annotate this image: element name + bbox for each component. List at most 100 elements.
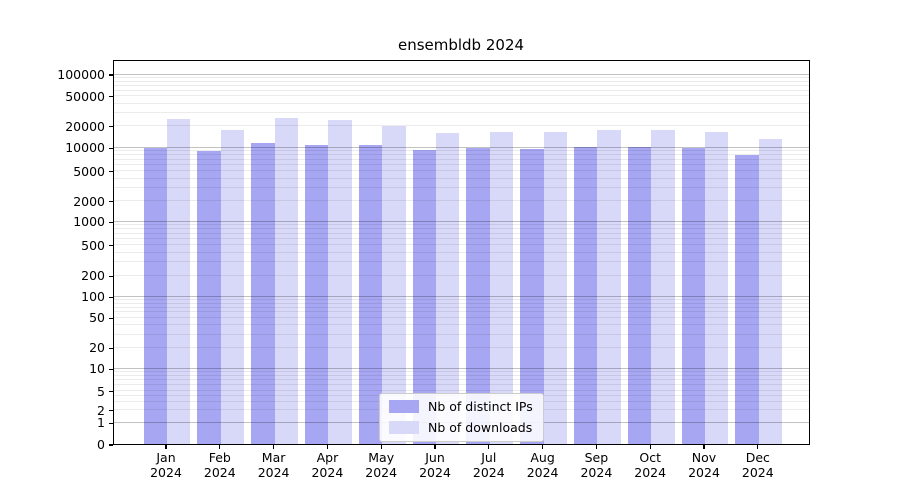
x-tick-label-apr: Apr 2024 — [311, 450, 344, 480]
x-tick-year: 2024 — [472, 465, 505, 480]
gridline — [114, 311, 809, 313]
y-tick-label: 20 — [89, 340, 105, 356]
gridline — [114, 146, 809, 148]
bar-distinct-ips-may — [358, 145, 383, 444]
x-tick-label-dec: Dec 2024 — [741, 450, 774, 480]
x-tick — [542, 445, 544, 449]
bar-distinct-ips-aug — [520, 149, 544, 444]
bars-layer — [114, 61, 809, 444]
bar-distinct-ips-oct — [627, 146, 652, 444]
bar-downloads-sep — [597, 130, 621, 444]
y-tick-label: 2 — [97, 402, 105, 418]
legend-label-distinct-ips: Nb of distinct IPs — [428, 399, 533, 414]
x-tick — [703, 445, 705, 449]
y-tick — [109, 74, 113, 76]
bar-downloads-jul — [489, 131, 514, 444]
y-tick — [109, 410, 113, 412]
x-tick-year: 2024 — [365, 465, 398, 480]
legend-swatch-downloads — [389, 421, 419, 434]
y-tick — [109, 147, 113, 149]
y-tick — [109, 96, 113, 98]
gridline — [114, 371, 809, 373]
x-tick-label-aug: Aug 2024 — [526, 450, 559, 480]
y-tick — [109, 275, 113, 277]
y-tick-label: 5 — [97, 383, 105, 399]
y-tick-label: 1000 — [73, 214, 105, 230]
y-tick — [109, 368, 113, 370]
x-tick-year: 2024 — [419, 465, 451, 480]
x-tick-year: 2024 — [634, 465, 667, 480]
gridline — [114, 80, 809, 82]
gridline — [114, 316, 809, 318]
bar-distinct-ips-sep — [574, 147, 598, 444]
y-tick — [109, 444, 113, 446]
y-tick-label: 1 — [97, 415, 105, 431]
gridline — [114, 73, 809, 75]
bar-downloads-jan — [167, 119, 191, 444]
x-tick-label-sep: Sep 2024 — [580, 450, 613, 480]
x-tick — [434, 445, 436, 449]
x-tick-year: 2024 — [688, 465, 720, 480]
y-tick-label: 2000 — [73, 193, 105, 209]
bar-downloads-jun — [436, 132, 460, 444]
gridline — [114, 89, 809, 91]
x-tick-label-mar: Mar 2024 — [257, 450, 290, 480]
x-tick-label-jun: Jun 2024 — [419, 450, 451, 480]
gridline — [114, 76, 809, 78]
gridline — [114, 244, 809, 246]
gridline — [114, 374, 809, 376]
x-tick-label-feb: Feb 2024 — [203, 450, 236, 480]
x-tick — [219, 445, 221, 449]
legend: Nb of distinct IPs Nb of downloads — [379, 393, 544, 442]
gridline — [114, 333, 809, 335]
y-tick — [109, 422, 113, 425]
x-tick — [326, 445, 328, 449]
y-tick-label: 100 — [81, 289, 105, 305]
y-tick-label: 10 — [89, 361, 105, 377]
gridline — [114, 84, 809, 86]
bar-downloads-oct — [651, 129, 675, 444]
bar-distinct-ips-jun — [412, 149, 436, 444]
y-tick — [109, 296, 113, 299]
x-tick-year: 2024 — [203, 465, 236, 480]
bar-downloads-may — [382, 126, 406, 444]
y-tick — [109, 391, 113, 393]
x-tick — [380, 445, 382, 449]
gridline — [114, 95, 809, 97]
y-tick-label: 200 — [81, 268, 105, 284]
legend-label-downloads: Nb of downloads — [428, 420, 533, 435]
gridline — [114, 295, 809, 297]
gridline — [114, 274, 809, 276]
gridline — [114, 384, 809, 386]
gridline — [114, 228, 809, 230]
gridline — [114, 170, 809, 172]
plot-area — [113, 60, 810, 445]
gridline — [114, 379, 809, 381]
x-tick-year: 2024 — [311, 465, 344, 480]
gridline — [114, 302, 809, 304]
gridline — [114, 150, 809, 152]
x-tick-year: 2024 — [150, 465, 182, 480]
x-tick-label-nov: Nov 2024 — [688, 450, 720, 480]
legend-swatch-distinct-ips — [389, 400, 419, 413]
y-tick-label: 10000 — [65, 140, 105, 156]
bar-distinct-ips-apr — [305, 145, 329, 444]
gridline — [114, 324, 809, 326]
gridline — [114, 251, 809, 253]
legend-row: Nb of downloads — [389, 420, 533, 435]
gridline — [114, 306, 809, 308]
x-tick — [649, 445, 651, 449]
bar-downloads-nov — [705, 131, 729, 444]
bar-distinct-ips-nov — [681, 148, 705, 444]
bar-distinct-ips-jul — [466, 148, 490, 444]
bar-distinct-ips-dec — [735, 155, 759, 444]
y-tick — [109, 201, 113, 203]
bar-downloads-aug — [543, 131, 567, 444]
bar-distinct-ips-jan — [143, 147, 167, 444]
gridline — [114, 177, 809, 179]
x-tick-year: 2024 — [526, 465, 559, 480]
gridline — [114, 261, 809, 263]
gridline — [114, 367, 809, 369]
y-tick — [109, 245, 113, 247]
gridline — [114, 111, 809, 113]
